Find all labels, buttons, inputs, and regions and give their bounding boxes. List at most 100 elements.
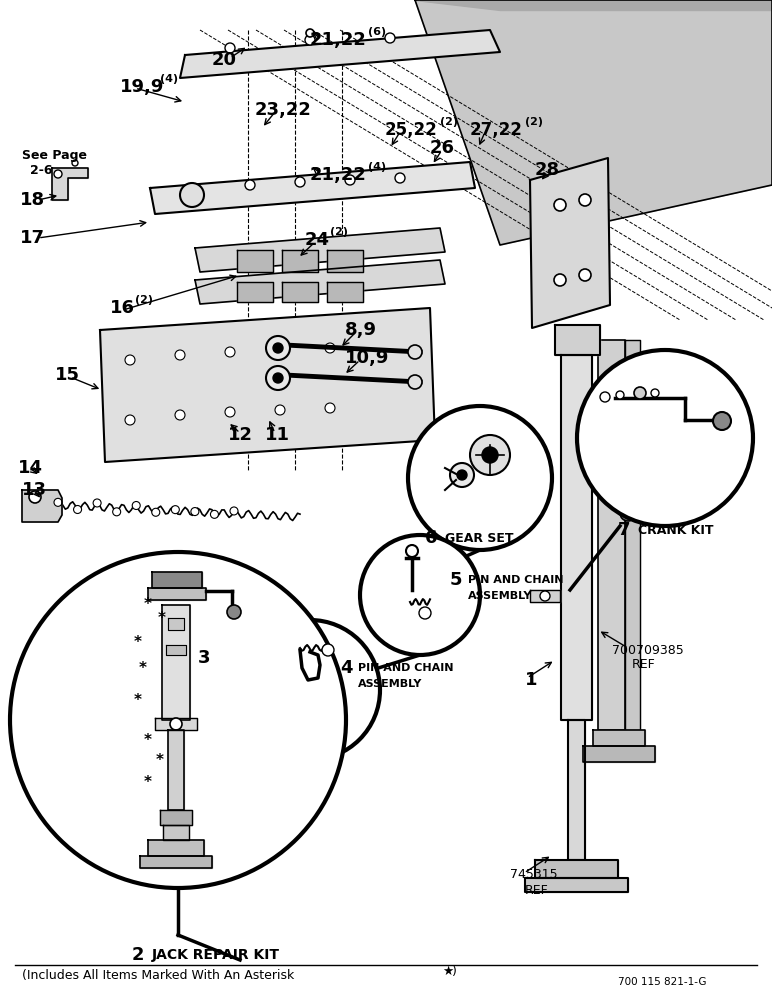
Circle shape [180,183,204,207]
Circle shape [273,343,283,353]
Text: 14: 14 [18,459,43,477]
Text: PIN AND CHAIN: PIN AND CHAIN [468,575,564,585]
Polygon shape [535,860,618,878]
Polygon shape [555,325,600,355]
Text: 4: 4 [340,659,353,677]
Circle shape [125,355,135,365]
Polygon shape [415,0,772,10]
Polygon shape [22,490,62,522]
Circle shape [295,177,305,187]
Polygon shape [195,228,445,272]
Circle shape [620,505,636,521]
Text: 24: 24 [305,231,330,249]
Text: *: * [134,692,142,708]
Text: (4): (4) [160,74,178,84]
Circle shape [306,29,314,37]
Circle shape [170,718,182,730]
Text: (4): (4) [368,162,386,172]
Circle shape [616,391,624,399]
Text: 27,22: 27,22 [470,121,523,139]
Circle shape [395,173,405,183]
Text: *: * [158,610,166,626]
Circle shape [713,412,731,430]
Text: See Page: See Page [22,148,87,161]
Text: 2: 2 [132,946,144,964]
Text: 21,22: 21,22 [310,31,367,49]
Polygon shape [282,282,318,302]
Circle shape [266,336,290,360]
Circle shape [305,35,315,45]
Circle shape [54,498,62,506]
Text: (2): (2) [135,295,153,305]
Text: 21,22: 21,22 [310,166,367,184]
Polygon shape [166,645,186,655]
Text: (6): (6) [368,27,386,37]
Text: 16: 16 [110,299,135,317]
Text: 700709385: 700709385 [612,644,684,656]
Text: 2-6: 2-6 [30,163,52,176]
Polygon shape [52,168,88,200]
Circle shape [600,392,610,402]
Text: 26: 26 [430,139,455,157]
Circle shape [470,435,510,475]
Circle shape [10,552,346,888]
Polygon shape [163,825,189,840]
Text: 23,22: 23,22 [255,101,312,119]
Polygon shape [598,340,625,730]
Circle shape [554,274,566,286]
Text: (Includes All Items Marked With An Asterisk: (Includes All Items Marked With An Aster… [22,968,294,982]
Text: 17: 17 [20,229,45,247]
Circle shape [325,343,335,353]
Text: CRANK KIT: CRANK KIT [638,524,713,536]
Circle shape [171,506,179,514]
Polygon shape [282,250,318,272]
Text: 5: 5 [450,571,462,589]
Circle shape [579,194,591,206]
Circle shape [360,535,480,655]
Circle shape [245,180,255,190]
Text: 18: 18 [20,191,45,209]
Circle shape [125,415,135,425]
Circle shape [273,373,283,383]
Text: 25,22: 25,22 [385,121,438,139]
Text: ): ) [452,965,457,978]
Polygon shape [583,746,655,762]
Text: 20: 20 [212,51,237,69]
Text: 6: 6 [425,529,438,547]
Text: 700 115 821-1-G: 700 115 821-1-G [618,977,706,987]
Text: GEAR SET: GEAR SET [445,532,513,544]
Circle shape [345,175,355,185]
Polygon shape [237,250,273,272]
Text: JACK REPAIR KIT: JACK REPAIR KIT [152,948,280,962]
Circle shape [175,350,185,360]
Circle shape [113,508,120,516]
Polygon shape [327,282,363,302]
Text: *: * [144,774,152,790]
Circle shape [419,607,431,619]
Text: 3: 3 [198,649,211,667]
Circle shape [457,470,467,480]
Polygon shape [525,878,628,892]
Circle shape [579,269,591,281]
Polygon shape [168,618,184,630]
Circle shape [132,502,141,510]
Text: 15: 15 [55,366,80,384]
Circle shape [227,605,241,619]
Text: 745315: 745315 [510,868,557,882]
Polygon shape [593,730,645,746]
Text: PIN AND CHAIN: PIN AND CHAIN [358,663,453,673]
Circle shape [152,508,160,516]
Polygon shape [530,158,610,328]
Circle shape [554,199,566,211]
Polygon shape [327,250,363,272]
Polygon shape [415,0,772,245]
Circle shape [93,499,101,507]
Polygon shape [150,162,475,214]
Text: 1: 1 [525,671,537,689]
Text: (2): (2) [440,117,458,127]
Text: 13: 13 [22,481,47,499]
Text: *: * [134,635,142,650]
Text: (2): (2) [330,227,348,237]
Text: 28: 28 [535,161,560,179]
Polygon shape [148,588,206,600]
